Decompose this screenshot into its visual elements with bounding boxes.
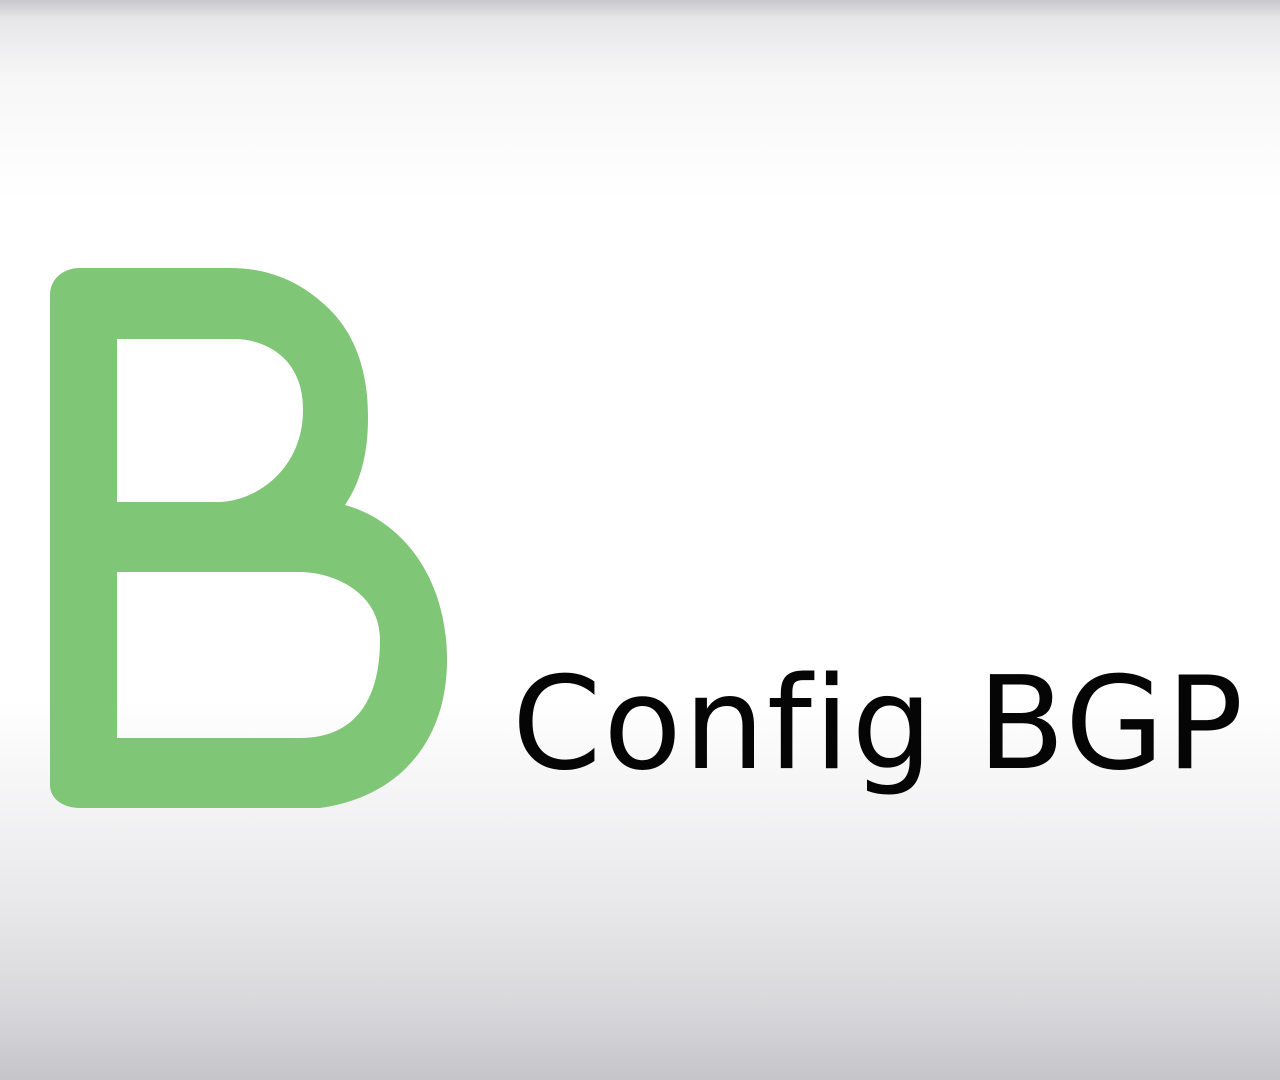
- page-title: Config BGP: [512, 650, 1246, 799]
